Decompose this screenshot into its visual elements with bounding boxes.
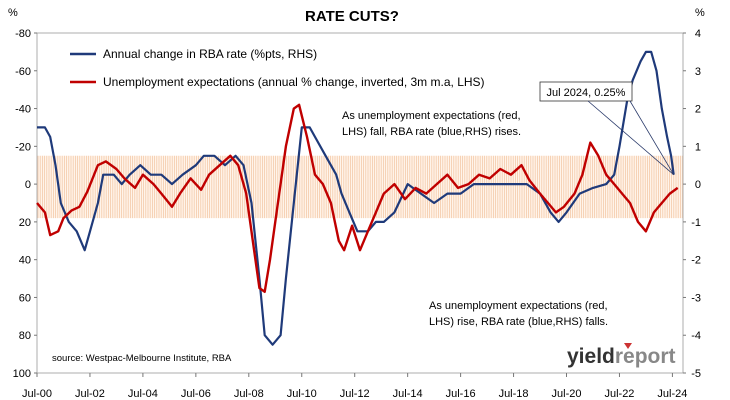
x-tick-label: Jul-04 <box>128 388 158 400</box>
x-tick-label: Jul-14 <box>393 388 423 400</box>
right-tick-label: 4 <box>695 28 701 40</box>
yieldreport-logo: yieldreport <box>567 343 676 368</box>
left-tick-label: 60 <box>19 292 31 304</box>
right-axis-unit: % <box>695 7 705 19</box>
annotations: Jul 2024, 0.25% As unemployment expectati… <box>52 81 675 364</box>
x-tick-label: Jul-22 <box>604 388 634 400</box>
right-tick-label: -2 <box>691 255 701 267</box>
x-tick-label: Jul-20 <box>552 388 582 400</box>
note-bottom-line: As unemployment expectations (red, <box>429 300 608 312</box>
left-tick-label: 40 <box>19 255 31 267</box>
x-tick-label: Jul-24 <box>657 388 687 400</box>
left-tick-label: 20 <box>19 217 31 229</box>
logo-marker-icon <box>624 343 632 349</box>
source-note: source: Westpac-Melbourne Institute, RBA <box>52 353 232 364</box>
unemployment-expectations-line <box>36 103 679 293</box>
left-tick-label: -40 <box>15 104 31 116</box>
callout-leader-1 <box>587 100 674 175</box>
left-tick-label: -80 <box>15 28 31 40</box>
x-tick-label: Jul-10 <box>287 388 317 400</box>
x-tick-label: Jul-18 <box>499 388 529 400</box>
right-tick-label: 1 <box>695 141 701 153</box>
logo-text: yieldreport <box>567 345 676 368</box>
left-tick-label: -20 <box>15 141 31 153</box>
left-tick-label: 100 <box>13 368 31 380</box>
x-tick-label: Jul-02 <box>75 388 105 400</box>
callout-leader-2 <box>629 100 675 175</box>
series-lines <box>36 50 679 346</box>
right-tick-label: -5 <box>691 368 701 380</box>
note-top-line: As unemployment expectations (red, <box>342 110 521 122</box>
logo-part-report: report <box>615 345 676 368</box>
left-tick-label: 0 <box>25 179 31 191</box>
x-tick-label: Jul-06 <box>181 388 211 400</box>
note-bottom-line: LHS) rise, RBA rate (blue,RHS) falls. <box>429 316 608 328</box>
left-tick-label: -60 <box>15 66 31 78</box>
left-tick-label: 80 <box>19 330 31 342</box>
shaded-band <box>37 155 683 219</box>
right-tick-label: -4 <box>691 330 701 342</box>
rba-rate-line <box>37 50 675 346</box>
legend-label-2: Unemployment expectations (annual % chan… <box>103 75 485 89</box>
right-tick-label: -1 <box>691 217 701 229</box>
right-tick-label: 3 <box>695 66 701 78</box>
legend: Annual change in RBA rate (%pts, RHS) Une… <box>70 47 485 89</box>
callout-box <box>539 81 633 102</box>
right-tick-label: 0 <box>695 179 701 191</box>
x-tick-label: Jul-12 <box>340 388 370 400</box>
legend-label-1: Annual change in RBA rate (%pts, RHS) <box>103 47 317 61</box>
note-top-line: LHS) fall, RBA rate (blue,RHS) rises. <box>342 126 521 138</box>
callout-label: Jul 2024, 0.25% <box>547 87 626 99</box>
right-tick-label: 2 <box>695 104 701 116</box>
logo-part-yield: yield <box>567 345 615 368</box>
x-tick-label: Jul-00 <box>22 388 52 400</box>
chart-title: RATE CUTS? <box>305 8 399 25</box>
left-axis-unit: % <box>8 7 18 19</box>
axes: -80 -60 -40 -20 0 20 40 60 80 100 4 3 2 1 0 -1 -2 -3 -4 -5 J… <box>13 28 701 400</box>
shaded-band-fill <box>37 155 683 219</box>
x-tick-label: Jul-08 <box>234 388 264 400</box>
right-tick-label: -3 <box>691 292 701 304</box>
x-tick-label: Jul-16 <box>446 388 476 400</box>
